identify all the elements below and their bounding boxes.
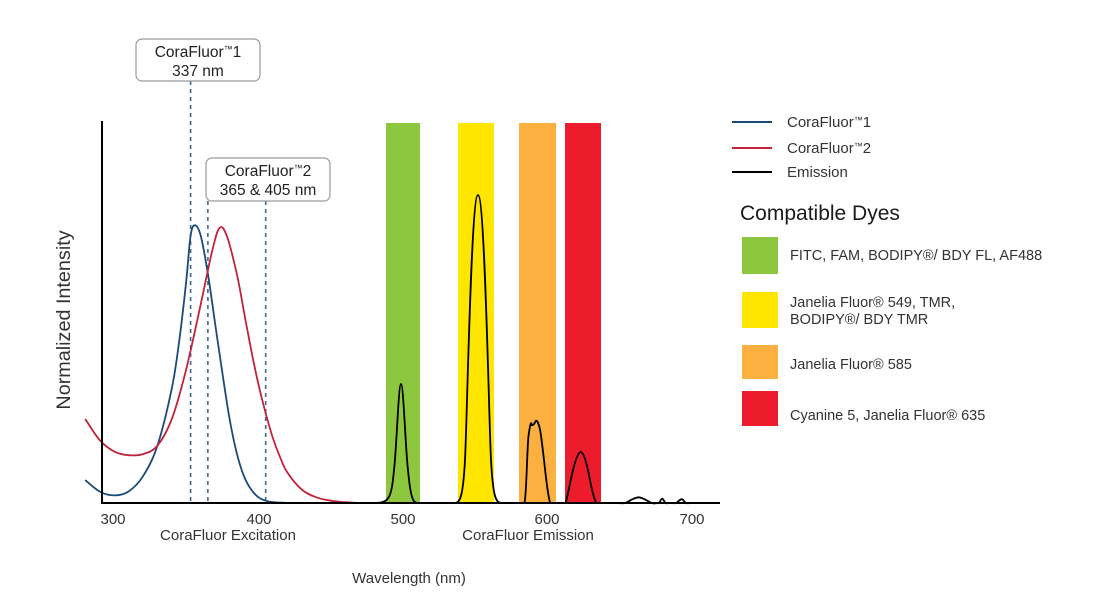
svg-text:300: 300 (100, 511, 125, 528)
svg-text:365 & 405 nm: 365 & 405 nm (220, 182, 317, 199)
svg-text:600: 600 (534, 511, 559, 528)
svg-text:BODIPY®/ BDY TMR: BODIPY®/ BDY TMR (790, 312, 928, 328)
svg-text:Emission: Emission (787, 164, 848, 181)
svg-text:Compatible Dyes: Compatible Dyes (740, 202, 900, 225)
svg-text:CoraFluor Emission: CoraFluor Emission (462, 527, 594, 544)
svg-text:337 nm: 337 nm (172, 63, 224, 80)
svg-text:FITC, FAM, BODIPY®/ BDY FL, AF: FITC, FAM, BODIPY®/ BDY FL, AF488 (790, 248, 1042, 264)
svg-text:Wavelength (nm): Wavelength (nm) (352, 570, 466, 587)
svg-text:500: 500 (390, 511, 415, 528)
svg-text:Normalized Intensity: Normalized Intensity (53, 230, 75, 409)
svg-text:CoraFluor Excitation: CoraFluor Excitation (160, 527, 296, 544)
svg-text:Janelia Fluor® 549, TMR,: Janelia Fluor® 549, TMR, (790, 295, 955, 311)
svg-text:700: 700 (679, 511, 704, 528)
svg-text:Janelia Fluor® 585: Janelia Fluor® 585 (790, 357, 912, 373)
svg-text:400: 400 (246, 511, 271, 528)
svg-text:Cyanine 5, Janelia Fluor® 635: Cyanine 5, Janelia Fluor® 635 (790, 408, 985, 424)
